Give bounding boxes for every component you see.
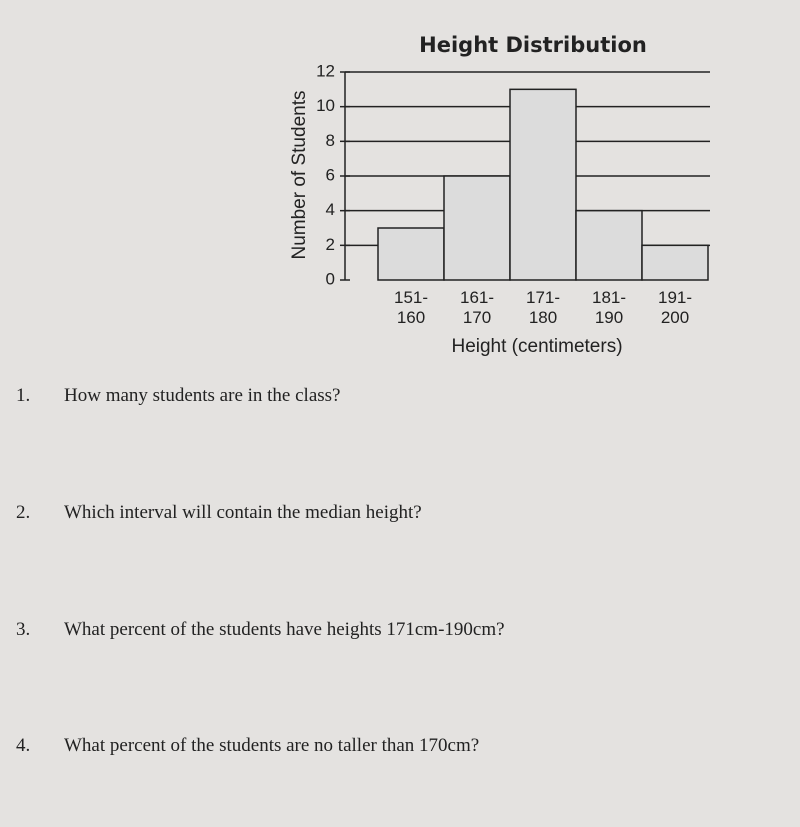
y-tick-label: 6 — [326, 165, 335, 184]
x-tick-label: 151- 160 — [393, 288, 429, 327]
bar — [509, 88, 577, 281]
y-tick-label: 2 — [326, 235, 335, 254]
question-number: 1. — [16, 385, 31, 406]
question-number: 2. — [16, 502, 31, 523]
x-tick-label: 181- 190 — [591, 288, 627, 327]
question-number: 4. — [16, 735, 31, 756]
bar — [575, 209, 643, 281]
question-text: What percent of the students have height… — [64, 619, 505, 640]
y-tick-label: 8 — [326, 131, 335, 150]
y-tick-label: 4 — [326, 200, 335, 219]
x-tick-label: 171- 180 — [525, 288, 561, 327]
question-text: How many students are in the class? — [64, 385, 341, 406]
x-tick-label: 191- 200 — [657, 288, 693, 327]
question-text: What percent of the students are no tall… — [64, 735, 480, 756]
bar — [443, 175, 511, 281]
question-number: 3. — [16, 619, 31, 640]
bar — [641, 244, 709, 281]
chart-title: Height Distribution — [419, 33, 647, 57]
y-tick-label: 10 — [316, 96, 335, 115]
question-text: Which interval will contain the median h… — [64, 502, 422, 523]
y-axis-label: Number of Students — [289, 91, 310, 260]
x-tick-label: 161- 170 — [459, 288, 495, 327]
y-tick-label: 0 — [326, 269, 335, 288]
bar — [377, 227, 445, 281]
x-axis-label: Height (centimeters) — [451, 336, 622, 357]
y-tick-label: 12 — [316, 61, 335, 80]
